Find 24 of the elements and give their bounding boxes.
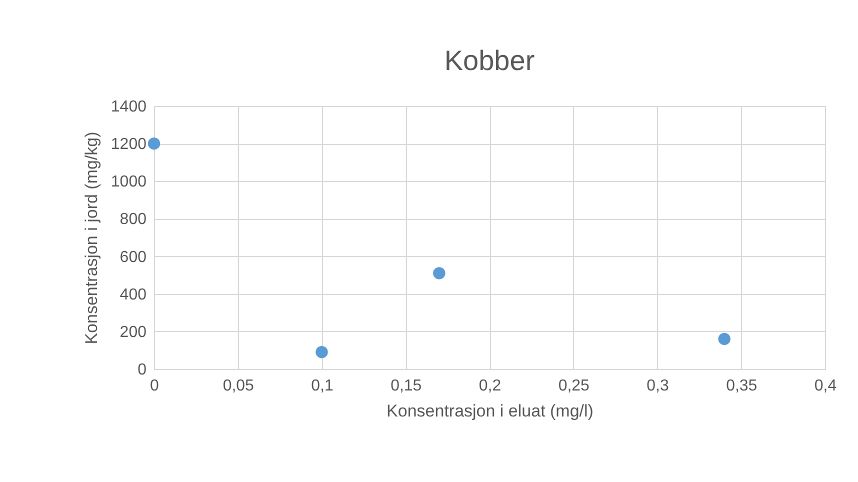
x-tick-label: 0,25 (558, 378, 590, 394)
x-tick-label: 0,1 (311, 378, 334, 394)
y-axis-title: Konsentrasjon i jord (mg/kg) (82, 132, 101, 344)
x-tick-label: 0,15 (390, 378, 422, 394)
point (148, 137, 160, 150)
point (718, 332, 730, 346)
x-axis-title: Konsentrasjon i eluat (mg/l) (386, 402, 594, 420)
x-tick-label: 0,05 (222, 378, 254, 394)
x-tick-label: 0,3 (646, 378, 669, 394)
point (316, 346, 328, 358)
x-tick-label: 0 (150, 378, 160, 394)
chart-title: Kobber (444, 45, 535, 76)
y-tick-label: 800 (120, 211, 147, 228)
y-tick-label: 1400 (110, 98, 147, 116)
y-tick-label: 0 (138, 362, 147, 378)
x-tick-label: 0,4 (814, 378, 837, 394)
y-tick-label: 200 (120, 324, 147, 341)
y-tick-label: 1000 (110, 174, 147, 191)
x-tick-label: 0,35 (726, 378, 758, 394)
y-tick-label: 400 (120, 286, 147, 304)
y-tick-label: 600 (120, 248, 147, 266)
x-tick-label: 0,2 (478, 378, 502, 394)
y-tick-label: 1200 (110, 136, 147, 154)
point (433, 267, 446, 280)
